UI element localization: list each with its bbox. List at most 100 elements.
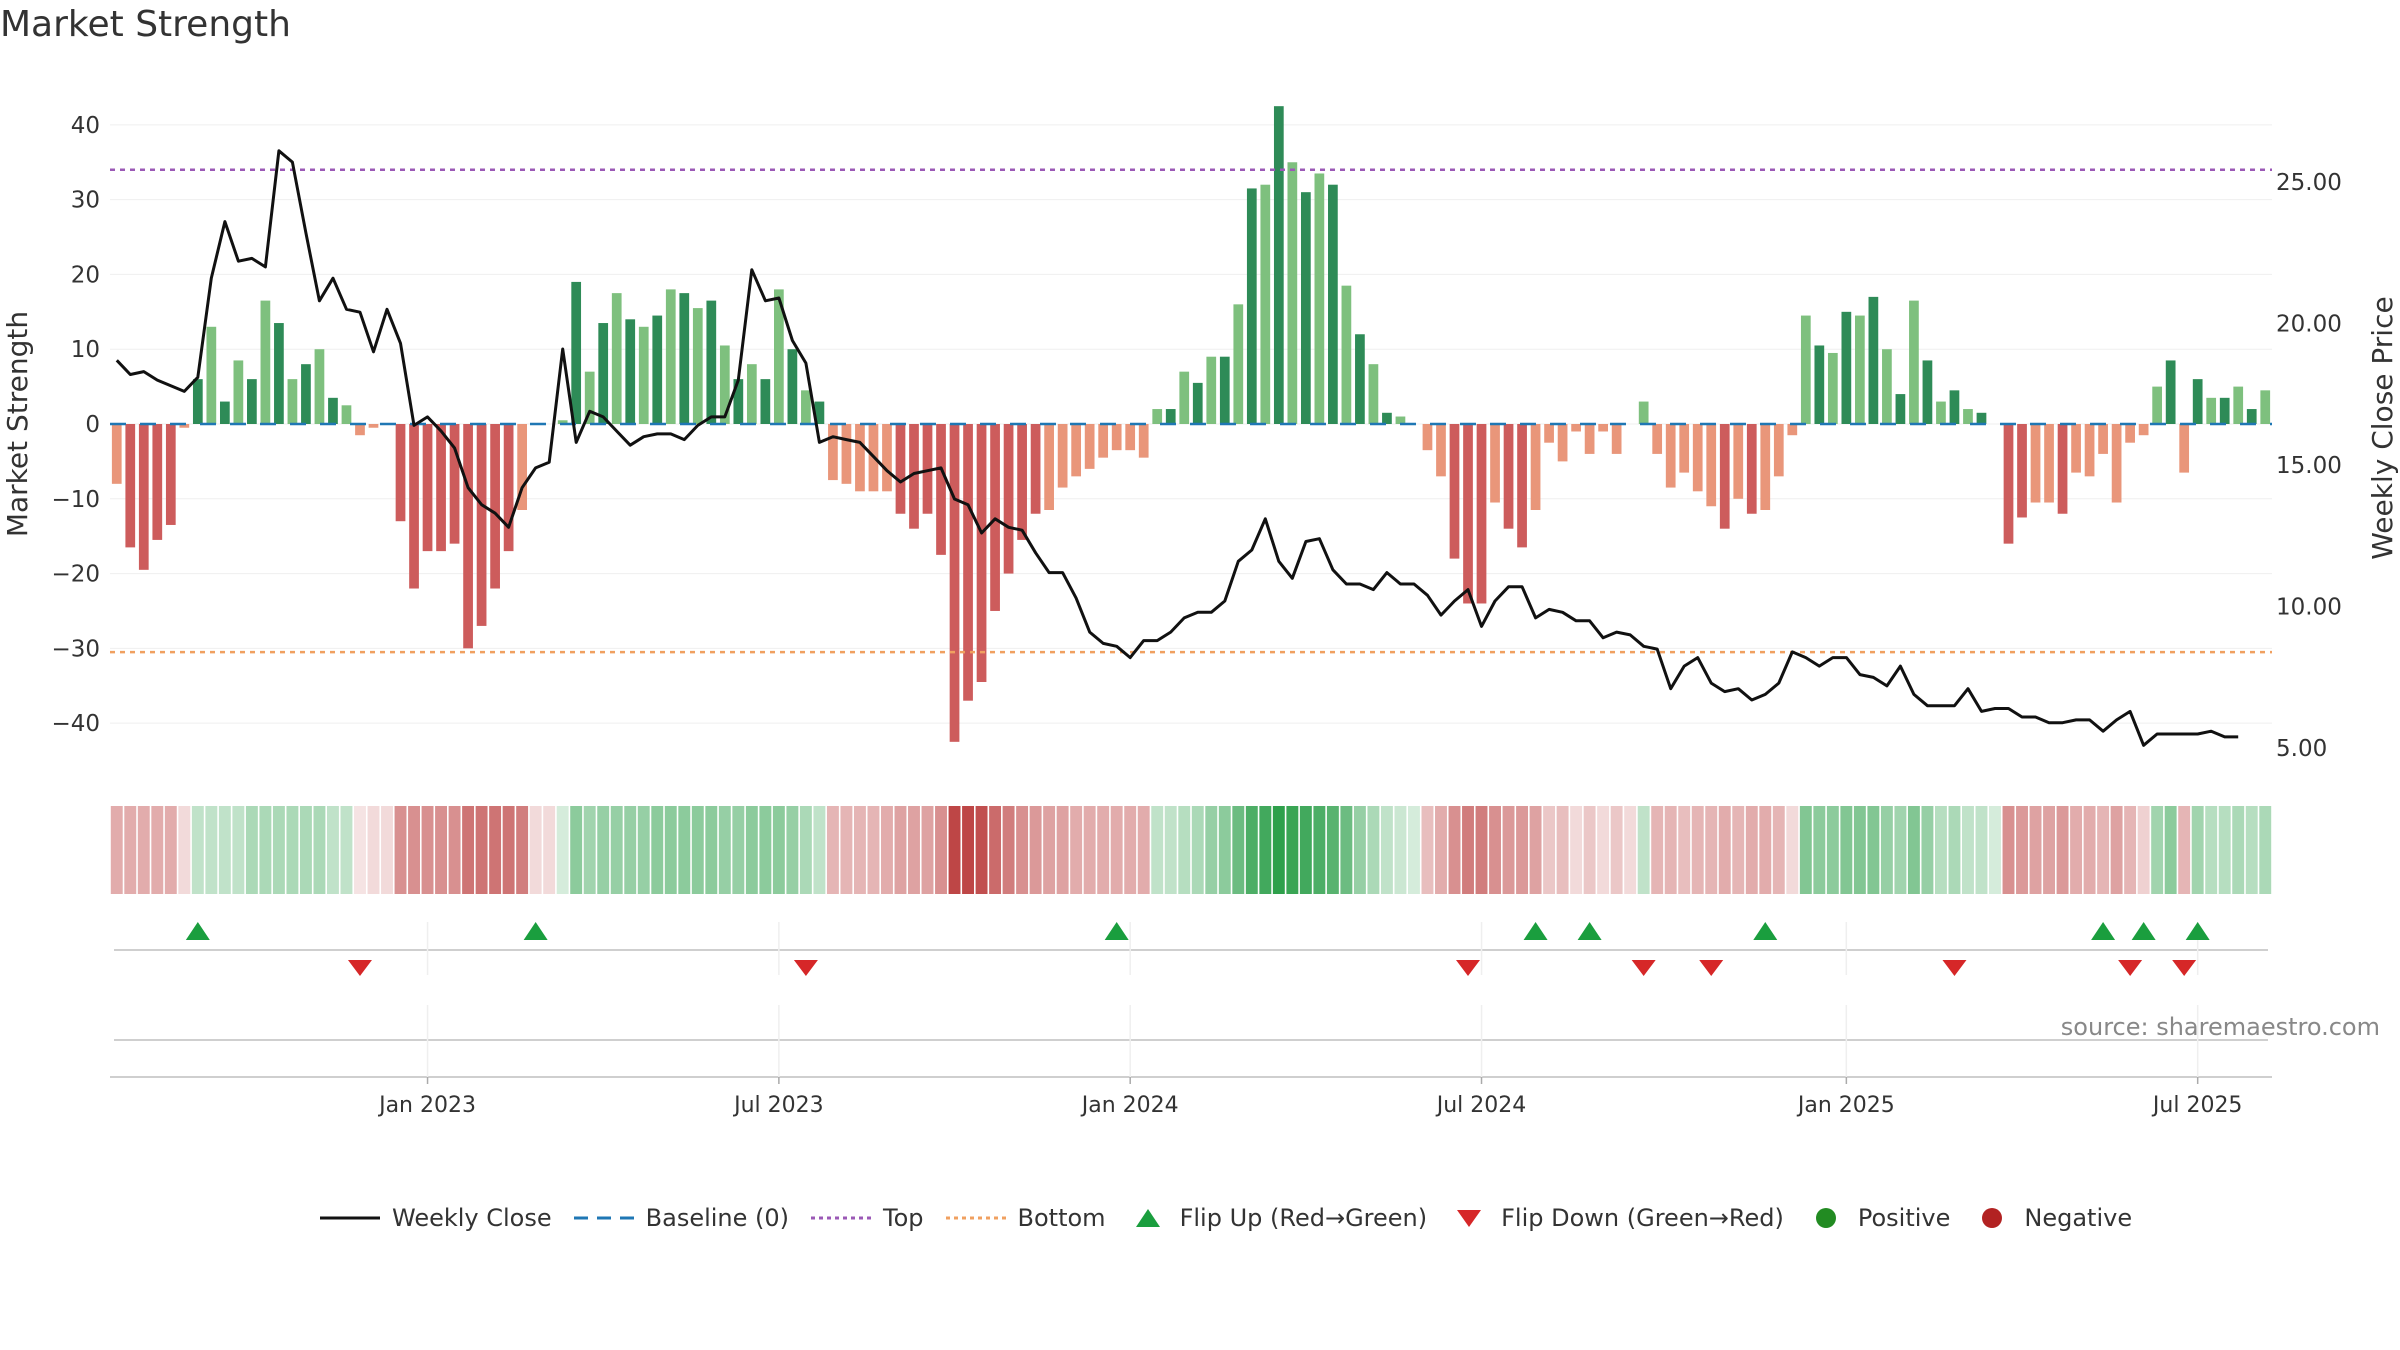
flip-up-marker — [1104, 922, 1129, 940]
regime-cell — [948, 806, 961, 894]
strength-bar — [1490, 424, 1500, 503]
regime-cell — [1421, 806, 1434, 894]
strength-bar — [1652, 424, 1663, 454]
regime-cell — [1705, 806, 1718, 894]
strength-bar — [206, 326, 217, 424]
regime-cell — [2002, 806, 2015, 894]
regime-cell — [340, 806, 353, 894]
strength-bar — [1395, 416, 1406, 424]
regime-cell — [2245, 806, 2258, 894]
legend-baseline[interactable]: Baseline (0) — [573, 1204, 789, 1232]
regime-cell — [1718, 806, 1731, 894]
regime-cell — [664, 806, 677, 894]
strength-bar — [1841, 311, 1852, 424]
regime-cell — [867, 806, 880, 894]
strength-bar — [2084, 424, 2095, 477]
regime-cell — [2191, 806, 2204, 894]
regime-cell — [853, 806, 866, 894]
regime-cell — [394, 806, 407, 894]
legend-weekly-close-label: Weekly Close — [392, 1204, 552, 1232]
regime-cell — [1543, 806, 1556, 894]
chart-legend: Weekly Close Baseline (0) Top Bottom Fli… — [320, 1204, 2154, 1232]
regime-cell — [475, 806, 488, 894]
regime-cell — [1313, 806, 1326, 894]
flip-up-marker — [1577, 922, 1602, 940]
regime-cell — [259, 806, 272, 894]
regime-cell — [232, 806, 245, 894]
strength-bar — [1192, 382, 1203, 424]
regime-cell — [408, 806, 420, 894]
flip-down-marker — [2172, 960, 2197, 976]
legend-bottom[interactable]: Bottom — [945, 1204, 1106, 1232]
strength-bar — [1922, 360, 1933, 424]
y-axis-title: Market Strength — [1, 311, 34, 537]
regime-cell — [2016, 806, 2028, 894]
x-tick-label: Jul 2023 — [732, 1093, 824, 1118]
x-tick-label: Jan 2023 — [377, 1093, 476, 1118]
dotted-line-swatch-icon — [811, 1216, 872, 1220]
regime-cell — [1286, 806, 1299, 894]
legend-weekly-close[interactable]: Weekly Close — [320, 1204, 552, 1232]
regime-cell — [1989, 806, 2001, 894]
y-tick-label: 20 — [71, 262, 100, 288]
regime-cell — [1921, 806, 1934, 894]
regime-cell — [218, 806, 231, 894]
strength-bar — [1138, 424, 1149, 458]
regime-cell — [1948, 806, 1961, 894]
regime-cell — [1691, 806, 1704, 894]
regime-cell — [1975, 806, 1988, 894]
regime-cell — [597, 806, 610, 894]
regime-cell — [1232, 806, 1245, 894]
legend-flip-down[interactable]: Flip Down (Green→Red) — [1449, 1204, 1784, 1232]
strength-bar — [152, 424, 163, 540]
regime-cell — [610, 806, 623, 894]
y-tick-label: 10 — [71, 337, 100, 363]
strength-bar — [1382, 412, 1392, 424]
legend-negative[interactable]: Negative — [1972, 1204, 2132, 1232]
strength-bar — [2138, 424, 2149, 436]
regime-cell — [1462, 806, 1474, 894]
regime-cell — [1070, 806, 1083, 894]
strength-bar — [598, 323, 609, 424]
regime-cell — [1083, 806, 1096, 894]
regime-cell — [1205, 806, 1218, 894]
flip-down-marker — [1456, 960, 1481, 976]
legend-top[interactable]: Top — [811, 1204, 924, 1232]
strength-bar — [719, 345, 730, 424]
regime-cell — [1218, 806, 1231, 894]
regime-cell — [1191, 806, 1204, 894]
strength-bar — [1233, 304, 1244, 424]
regime-cell — [1570, 806, 1583, 894]
strength-bar — [855, 424, 865, 492]
strength-bar — [219, 401, 230, 424]
regime-cell — [313, 806, 326, 894]
strength-bar — [963, 424, 973, 701]
flip-down-marker — [793, 960, 818, 976]
regime-cell — [826, 806, 839, 894]
x-tick-label: Jan 2025 — [1796, 1093, 1895, 1118]
y-tick-label: 30 — [71, 188, 100, 214]
strength-bar — [1963, 409, 1973, 424]
regime-cell — [516, 806, 529, 894]
strength-bar — [746, 364, 757, 424]
legend-positive[interactable]: Positive — [1806, 1204, 1950, 1232]
strength-bar — [328, 397, 338, 424]
y-tick-label: 0 — [85, 412, 100, 438]
strength-bar — [692, 308, 703, 424]
strength-bar — [1638, 401, 1649, 424]
y2-tick-label: 25.00 — [2276, 170, 2342, 196]
regime-cell — [1259, 806, 1272, 894]
legend-flip-up[interactable]: Flip Up (Red→Green) — [1128, 1204, 1427, 1232]
flip-up-marker — [1753, 922, 1778, 940]
strength-bar — [2125, 424, 2135, 443]
strength-bar — [368, 424, 379, 428]
strength-bar — [449, 424, 460, 544]
flip-up-marker — [2185, 922, 2210, 940]
strength-bar — [1827, 352, 1838, 424]
strength-bar — [584, 371, 595, 424]
regime-cell — [678, 806, 691, 894]
strength-bar — [138, 424, 149, 570]
strength-bar — [2206, 397, 2217, 424]
regime-cell — [1367, 806, 1380, 894]
flip-down-marker — [1631, 960, 1656, 976]
